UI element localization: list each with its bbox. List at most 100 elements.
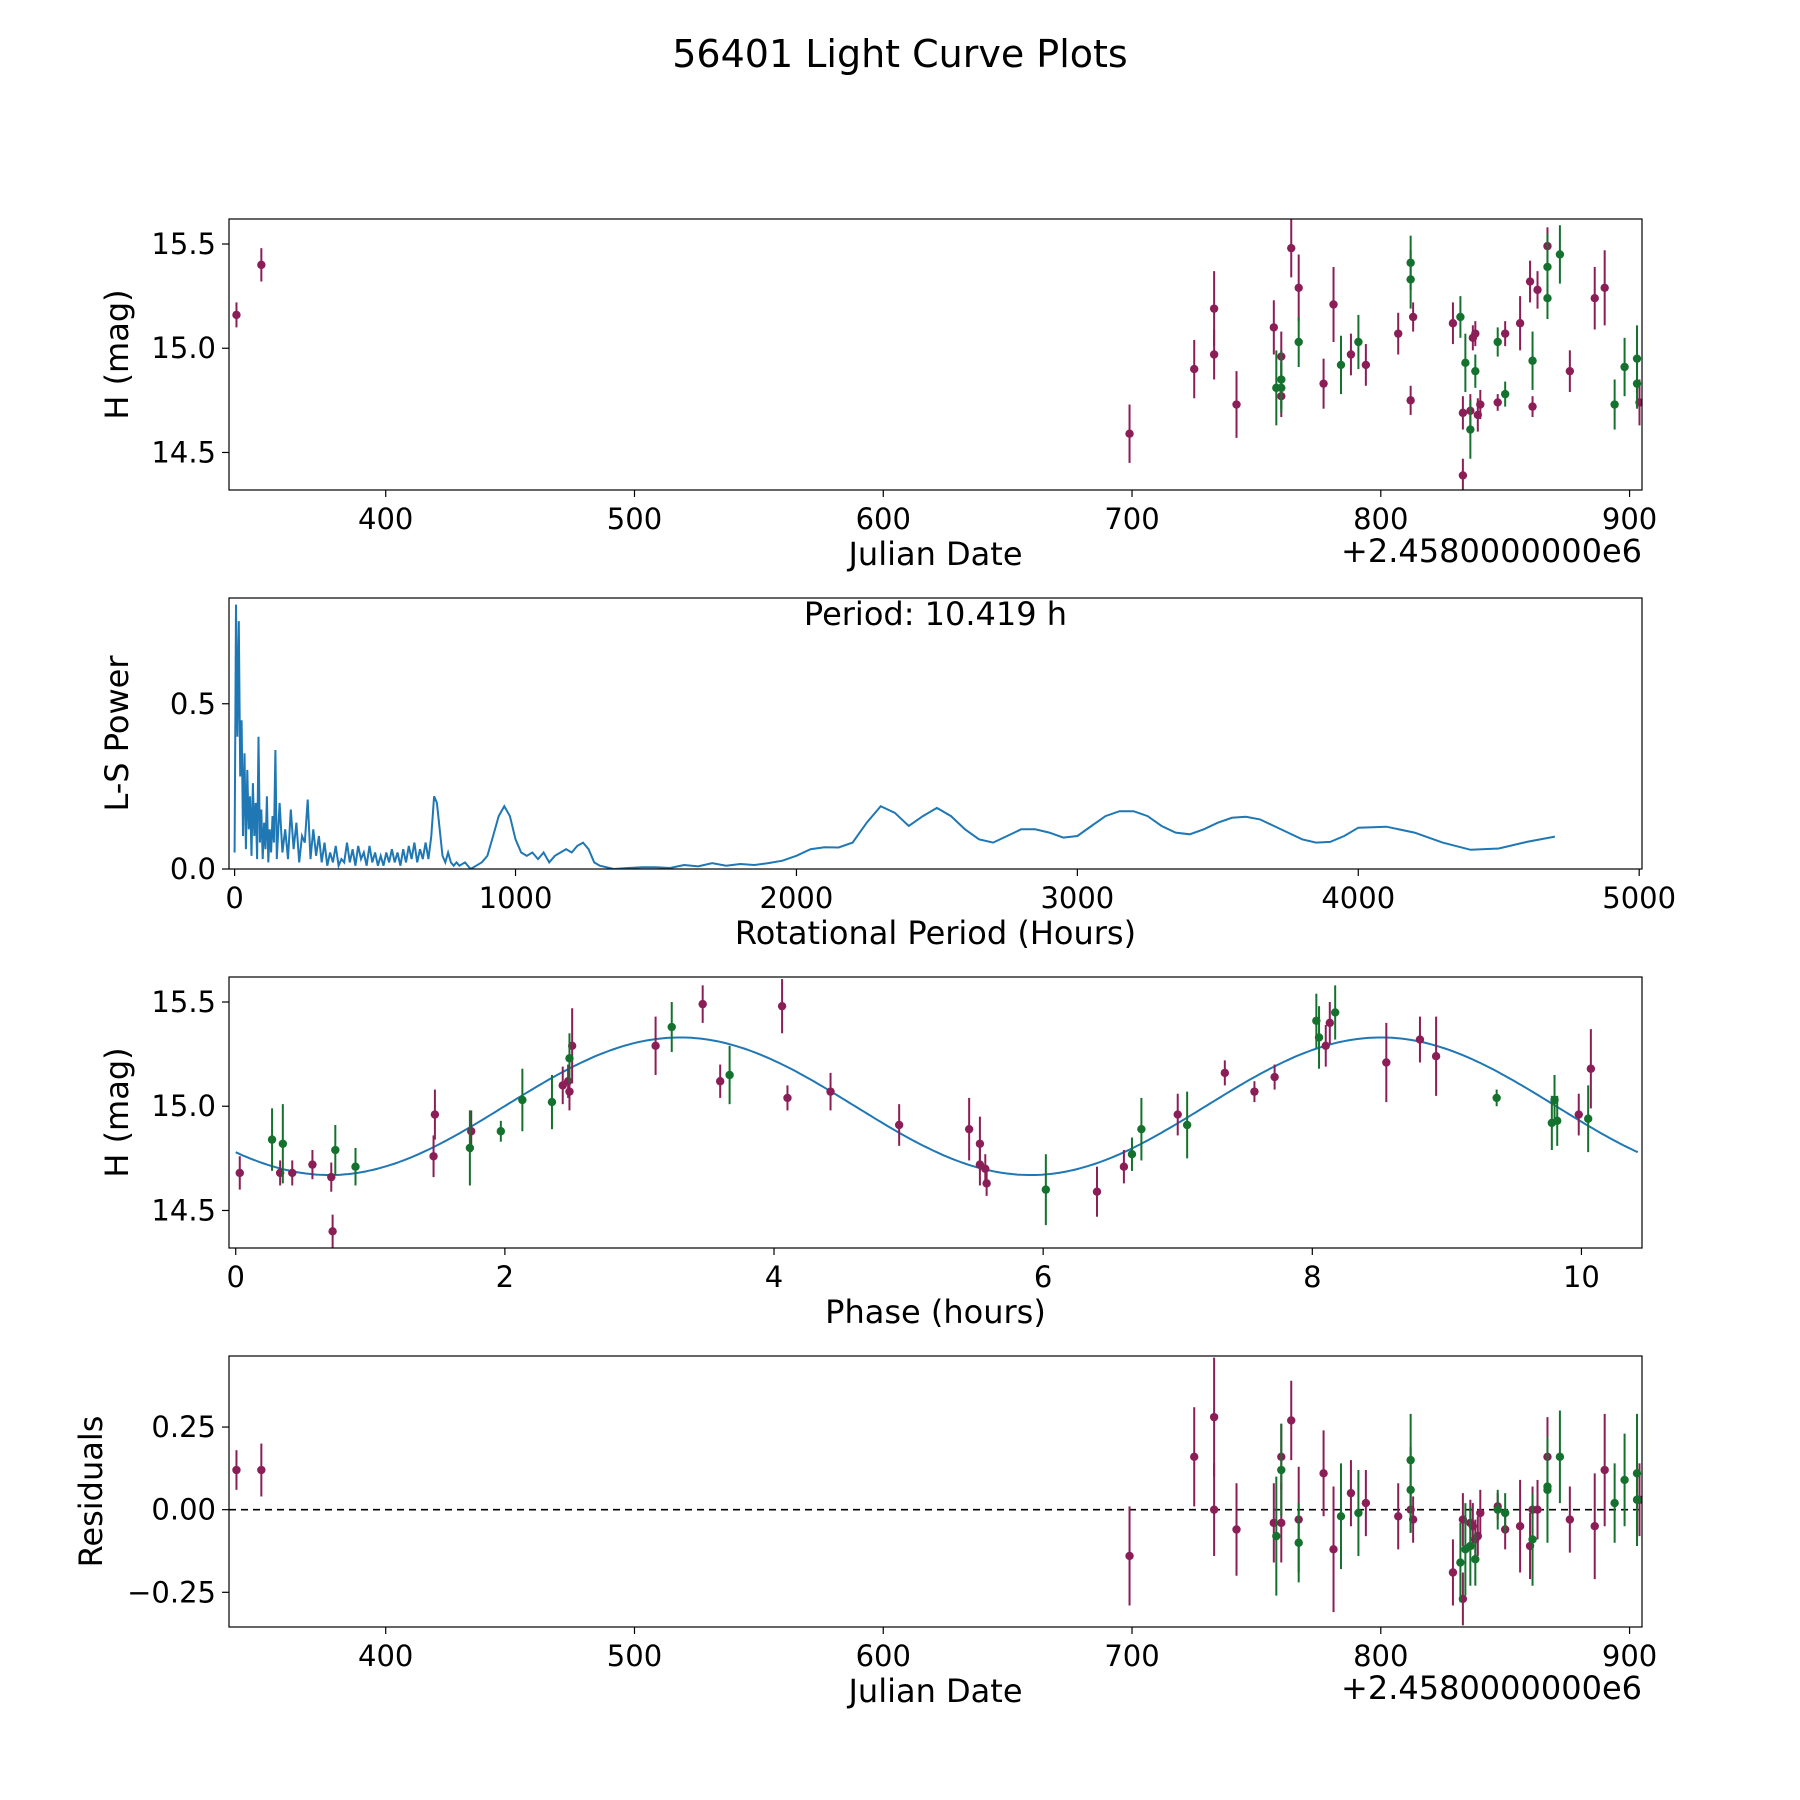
data-point [1610, 1498, 1619, 1508]
x-tick-label: 3000 [1040, 881, 1114, 915]
x-axis-label: Phase (hours) [825, 1293, 1046, 1331]
data-point [1476, 1508, 1485, 1518]
data-point [1583, 1114, 1593, 1123]
data-point [1277, 1518, 1286, 1528]
data-point [1294, 1538, 1303, 1547]
series-green [267, 985, 1593, 1226]
data-point [1471, 366, 1480, 376]
data-point [1406, 1455, 1415, 1465]
data-point [1493, 1505, 1502, 1514]
data-point [429, 1152, 438, 1161]
data-point [1458, 408, 1468, 418]
y-tick-label: 0.00 [151, 1493, 216, 1527]
x-tick-label: 0 [227, 1260, 245, 1294]
series-magenta [232, 1357, 1642, 1626]
data-point [1620, 362, 1629, 372]
y-tick-label: 14.5 [151, 435, 216, 469]
x-tick-label: 800 [1353, 502, 1408, 536]
data-point [1220, 1068, 1230, 1078]
y-axis-label: L-S Power [98, 655, 136, 812]
x-tick-label: 0 [225, 881, 243, 915]
data-point [1361, 1498, 1371, 1508]
x-tick-label: 2000 [760, 881, 834, 915]
periodogram-line [233, 604, 1556, 869]
data-point [1319, 379, 1328, 388]
data-point [964, 1124, 974, 1134]
x-tick-label: 900 [1602, 502, 1657, 536]
x-tick-label: 4 [765, 1260, 783, 1294]
data-point [1456, 312, 1465, 322]
x-tick-label: 6 [1034, 1260, 1052, 1294]
data-point [1127, 1149, 1137, 1159]
plot-area [232, 219, 1642, 490]
chart-panel-lc: 400 500 600 700 800 900 14.5 15.0 15.5 Julian Dat… [98, 218, 1657, 573]
data-point [565, 1087, 574, 1096]
y-tick-label: 0.25 [151, 1410, 216, 1444]
data-point [1329, 1545, 1338, 1554]
data-point [328, 1227, 337, 1236]
data-point [1382, 1058, 1391, 1067]
data-point [1555, 1452, 1565, 1461]
data-point [1620, 1475, 1629, 1485]
data-point [1287, 1416, 1296, 1425]
data-point [1394, 1512, 1403, 1521]
sine-fit-line [235, 1036, 1639, 1176]
data-point [1461, 358, 1470, 368]
data-point [1632, 354, 1642, 363]
x-axis-label: Julian Date [846, 1672, 1022, 1710]
data-point [1515, 1522, 1525, 1531]
data-point [1500, 389, 1510, 399]
x-tick-label: 400 [358, 502, 413, 536]
series-magenta [235, 979, 1596, 1248]
data-point [783, 1093, 792, 1103]
data-point [465, 1143, 475, 1153]
x-tick-label: 700 [1104, 1639, 1159, 1673]
y-tick-label: 15.0 [151, 331, 216, 365]
data-point [715, 1077, 725, 1086]
data-point [232, 310, 241, 320]
data-point [1232, 400, 1241, 409]
data-point [1277, 383, 1286, 393]
data-point [351, 1162, 360, 1171]
series-magenta [232, 219, 1642, 490]
y-tick-label: 14.5 [151, 1193, 216, 1227]
data-point [257, 1465, 266, 1475]
data-point [777, 1001, 787, 1011]
x-tick-label: 10 [1563, 1260, 1600, 1294]
data-point [1493, 337, 1502, 347]
data-point [308, 1160, 317, 1169]
figure-title: 56401 Light Curve Plots [672, 32, 1127, 76]
data-point [1294, 283, 1303, 292]
y-axis-label: H (mag) [98, 1047, 136, 1177]
data-point [1294, 337, 1303, 347]
data-point [1277, 1465, 1286, 1475]
data-point [1466, 425, 1475, 434]
data-point [1321, 1041, 1330, 1050]
data-point [1543, 1482, 1552, 1491]
data-point [1528, 1535, 1537, 1544]
x-tick-label: 600 [856, 1639, 911, 1673]
data-point [1600, 1465, 1609, 1475]
x-tick-label: 1000 [479, 881, 553, 915]
x-axis-label: Julian Date [846, 535, 1022, 573]
data-point [1590, 1522, 1599, 1531]
series-green [1272, 1410, 1642, 1603]
chart-panel-phase: 0 2 4 6 8 10 14.5 15.0 15.5 Phase (hours) H (mag) [98, 976, 1643, 1331]
data-point [1632, 1495, 1642, 1504]
data-point [1476, 400, 1485, 409]
x-tick-label: 800 [1353, 1639, 1408, 1673]
x-offset-text: +2.4580000000e6 [1341, 532, 1642, 570]
chart-panel-resid: 400 500 600 700 800 900 −0.25 0.00 0.25 Julian Da… [72, 1355, 1657, 1710]
y-tick-label: 15.0 [151, 1089, 216, 1123]
data-point [1394, 329, 1403, 338]
data-point [1415, 1035, 1425, 1044]
data-point [1528, 402, 1537, 411]
data-point [1330, 1008, 1340, 1017]
data-point [1329, 300, 1338, 309]
data-point [1336, 1512, 1346, 1521]
data-point [1354, 337, 1363, 347]
x-tick-label: 500 [607, 502, 662, 536]
data-point [1500, 329, 1510, 338]
data-point [1125, 1551, 1134, 1561]
